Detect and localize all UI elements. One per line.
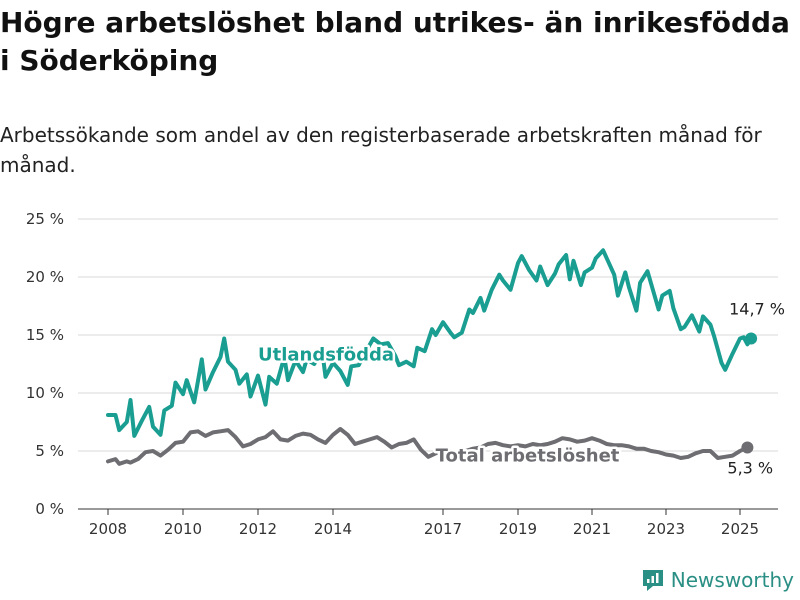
x-tick-label: 2014 [314,520,352,538]
series-line [106,248,754,438]
series-end-point [745,332,758,345]
x-tick-label: 2010 [164,520,202,538]
x-tick-label: 2021 [573,520,611,538]
brand-name: Newsworthy [670,568,794,592]
series-name-label: Utlandsfödda [258,345,394,366]
x-tick-label: 2017 [424,520,462,538]
x-tick-label: 2019 [499,520,537,538]
series-line [106,427,750,466]
series-end-point [741,441,754,454]
series-lines [106,248,758,466]
y-tick-label: 20 % [26,268,64,286]
y-tick-label: 5 % [35,442,64,460]
y-tick-label: 25 % [26,210,64,228]
x-tick-label: 2025 [721,520,759,538]
x-tick-label: 2023 [647,520,685,538]
series-end-value-label: 14,7 % [729,299,785,318]
series-end-value-label: 5,3 % [727,459,773,478]
y-tick-label: 0 % [35,500,64,518]
x-tick-label: 2008 [89,520,127,538]
newsworthy-brand: Newsworthy [641,568,794,592]
grid-lines [78,218,778,510]
series-labels: Utlandsfödda 14,7 % Total arbetslöshet 5,3 … [256,297,788,479]
x-axis: 2008 2010 2012 2014 2017 2019 2021 2023 2025 [89,509,759,538]
x-tick-label: 2012 [239,520,277,538]
chart-subtitle: Arbetssökande som andel av den registerb… [0,123,762,177]
y-tick-label: 15 % [26,326,64,344]
y-tick-label: 10 % [26,384,64,402]
series-name-label: Total arbetslöshet [436,445,620,466]
chart-title: Högre arbetslöshet bland utrikes- än inr… [0,6,790,77]
y-axis: 0 % 5 % 10 % 15 % 20 % 25 % [26,210,64,518]
newsworthy-logo-icon [642,570,663,591]
